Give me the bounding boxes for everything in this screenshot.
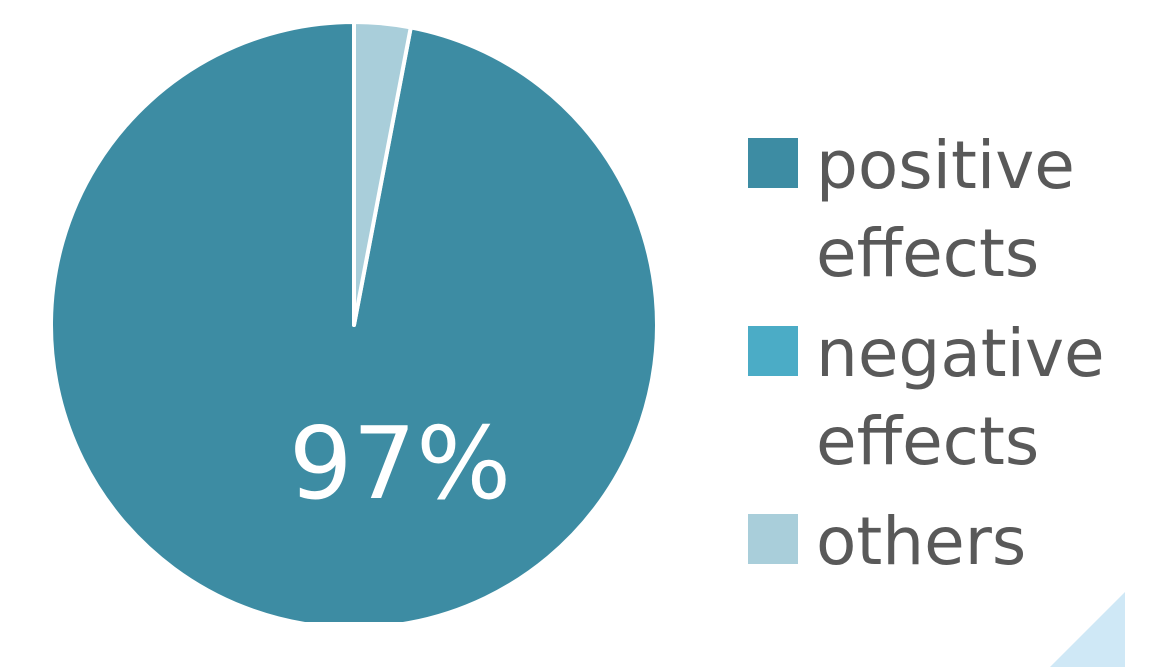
pie-slice-positive-effects [49,20,659,622]
legend-swatch-positive-effects [748,138,798,188]
data-label-positive-effects: 97% [289,405,511,522]
corner-decoration [1050,592,1125,667]
legend-swatch-others [748,514,798,564]
pie-svg: 97% [49,20,659,622]
legend-label-negative-effects: negative effects [816,315,1105,480]
pie-slices [49,20,659,622]
legend-swatch-negative-effects [748,326,798,376]
legend-item-negative-effects: negative effects [748,310,1148,486]
pie-slice-others [352,20,413,327]
legend: positive effects negative effects others [748,122,1148,598]
legend-label-others: others [816,503,1027,580]
pie-chart: 97% positive effects negative effects ot… [49,20,1148,667]
legend-label-positive-effects: positive effects [816,127,1075,292]
legend-item-others: others [748,498,1148,586]
legend-item-positive-effects: positive effects [748,122,1148,298]
